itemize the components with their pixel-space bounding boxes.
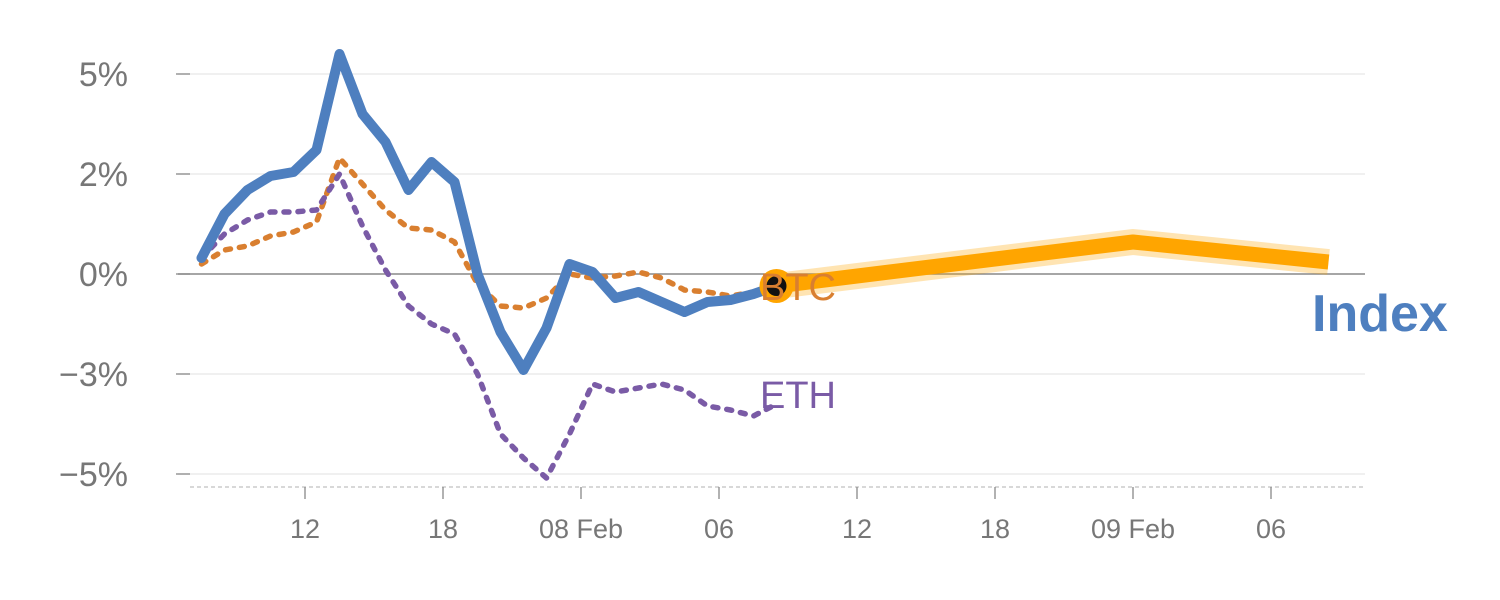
series-line-index <box>196 49 782 375</box>
y-tick-label: 2% <box>79 156 128 194</box>
x-tick-label: 12 <box>290 514 320 544</box>
y-tick-label: 0% <box>79 256 128 294</box>
series-lines <box>196 49 1330 481</box>
x-tick-label: 06 <box>1256 514 1286 544</box>
x-tick-label: 06 <box>704 514 734 544</box>
x-tick-label: 18 <box>428 514 458 544</box>
markers <box>759 269 794 303</box>
series-line-eth <box>198 171 780 481</box>
forecast-line-index <box>775 234 1330 294</box>
series-line-btc <box>198 155 780 311</box>
y-tick-label: −5% <box>59 456 128 494</box>
series-label-btc: BTC <box>760 267 836 309</box>
x-tick-label: 09 Feb <box>1091 514 1175 544</box>
highlight-point-inner <box>766 276 787 296</box>
series-label-index: Index <box>1312 285 1448 343</box>
series-label-eth: ETH <box>760 375 836 417</box>
y-tick-label: 5% <box>79 56 128 94</box>
x-axis-ticks: 12 18 08 Feb 06 12 18 09 Feb 06 <box>290 487 1286 544</box>
x-tick-label: 12 <box>842 514 872 544</box>
y-tick-label: −3% <box>59 356 128 394</box>
x-tick-label: 08 Feb <box>539 514 623 544</box>
x-tick-label: 18 <box>980 514 1010 544</box>
y-axis-ticks: 5% 2% 0% −3% −5% <box>59 56 190 494</box>
